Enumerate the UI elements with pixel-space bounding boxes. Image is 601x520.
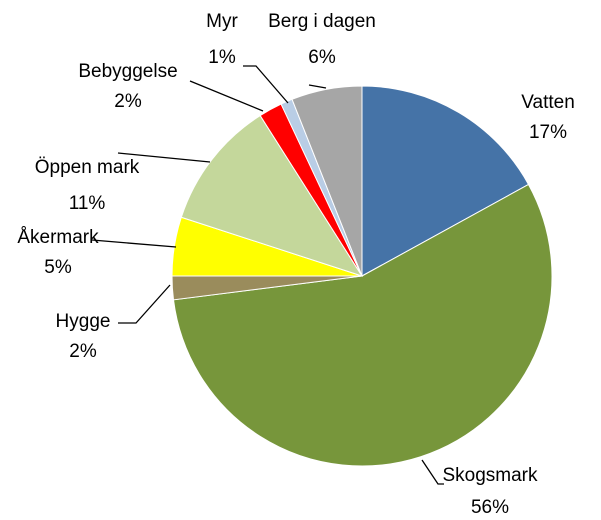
slice-label: Bebyggelse (78, 61, 177, 82)
leader-line (118, 284, 171, 324)
leader-line (189, 80, 264, 112)
slice-label: Vatten (521, 92, 575, 113)
slice-value-label: 5% (44, 257, 72, 278)
slice-label: Åkermark (17, 227, 99, 248)
slice-label: Berg i dagen (268, 11, 376, 32)
slice-value-label: 17% (529, 122, 567, 143)
leader-line (91, 239, 177, 248)
leader-line (117, 152, 211, 163)
slice-label: Hygge (56, 311, 111, 332)
slice-label: Myr (206, 11, 238, 32)
pie-slice (180, 114, 364, 277)
slice-label: Öppen mark (35, 157, 140, 178)
pie-slice (291, 85, 363, 277)
leader-line (421, 459, 444, 485)
slice-value-label: 6% (308, 47, 336, 68)
slice-label: Skogsmark (442, 465, 538, 486)
leader-line (243, 65, 289, 104)
slice-value-label: 11% (69, 193, 106, 214)
slice-value-label: 2% (69, 341, 97, 362)
pie-slice (361, 85, 530, 277)
pie-slice (172, 183, 553, 467)
slice-value-label: 2% (114, 91, 142, 112)
slice-value-label: 56% (471, 497, 509, 518)
slice-value-label: 1% (208, 47, 236, 68)
leader-line (308, 84, 327, 89)
